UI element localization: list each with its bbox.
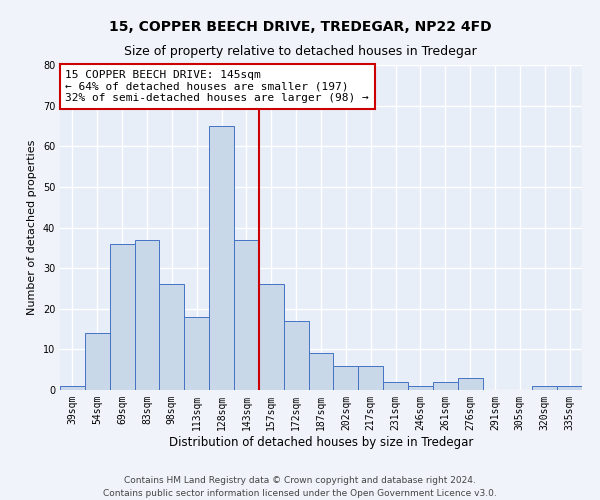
Bar [358,366,383,390]
Text: 15 COPPER BEECH DRIVE: 145sqm
← 64% of detached houses are smaller (197)
32% of : 15 COPPER BEECH DRIVE: 145sqm ← 64% of d… [65,70,369,103]
Bar [60,386,85,390]
Bar [110,244,134,390]
Bar [458,378,482,390]
Text: Size of property relative to detached houses in Tredegar: Size of property relative to detached ho… [124,45,476,58]
Bar [85,333,110,390]
Bar [308,354,334,390]
Bar [259,284,284,390]
Text: Contains HM Land Registry data © Crown copyright and database right 2024.
Contai: Contains HM Land Registry data © Crown c… [103,476,497,498]
Bar [134,240,160,390]
Bar [433,382,458,390]
Bar [184,317,209,390]
Bar [284,321,308,390]
Bar [334,366,358,390]
Bar [557,386,582,390]
Bar [408,386,433,390]
Text: 15, COPPER BEECH DRIVE, TREDEGAR, NP22 4FD: 15, COPPER BEECH DRIVE, TREDEGAR, NP22 4… [109,20,491,34]
X-axis label: Distribution of detached houses by size in Tredegar: Distribution of detached houses by size … [169,436,473,448]
Y-axis label: Number of detached properties: Number of detached properties [27,140,37,315]
Bar [383,382,408,390]
Bar [209,126,234,390]
Bar [532,386,557,390]
Bar [160,284,184,390]
Bar [234,240,259,390]
